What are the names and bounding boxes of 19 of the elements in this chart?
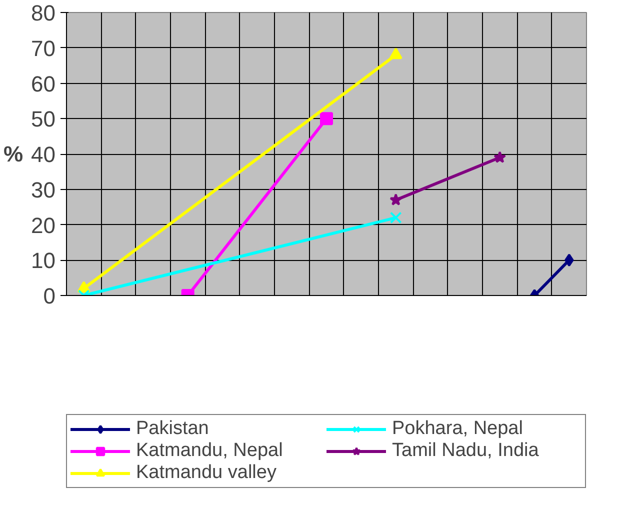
point <box>494 151 506 163</box>
point <box>390 193 402 206</box>
y-tick-label: 30 <box>31 177 56 202</box>
legend-label: Katmandu, Nepal <box>136 440 284 462</box>
legend-label: Pakistan <box>136 418 210 440</box>
y-tick-label: 60 <box>31 71 56 96</box>
point <box>320 112 333 126</box>
y-tick-label: 40 <box>31 142 56 167</box>
legend-label: Tamil Nadu, India <box>392 440 540 462</box>
legend-label: Katmandu valley <box>136 462 278 484</box>
y-axis-title: % <box>3 142 24 166</box>
y-tick-label: 70 <box>31 36 56 61</box>
point <box>390 212 402 224</box>
legend-label: Pokhara, Nepal <box>392 418 524 440</box>
y-tick-label: 10 <box>31 248 56 274</box>
y-tick-label: 20 <box>31 212 56 238</box>
y-tick-label: 0 <box>43 284 56 308</box>
y-tick-label: 50 <box>31 106 56 132</box>
y-tick-label: 80 <box>31 0 56 26</box>
